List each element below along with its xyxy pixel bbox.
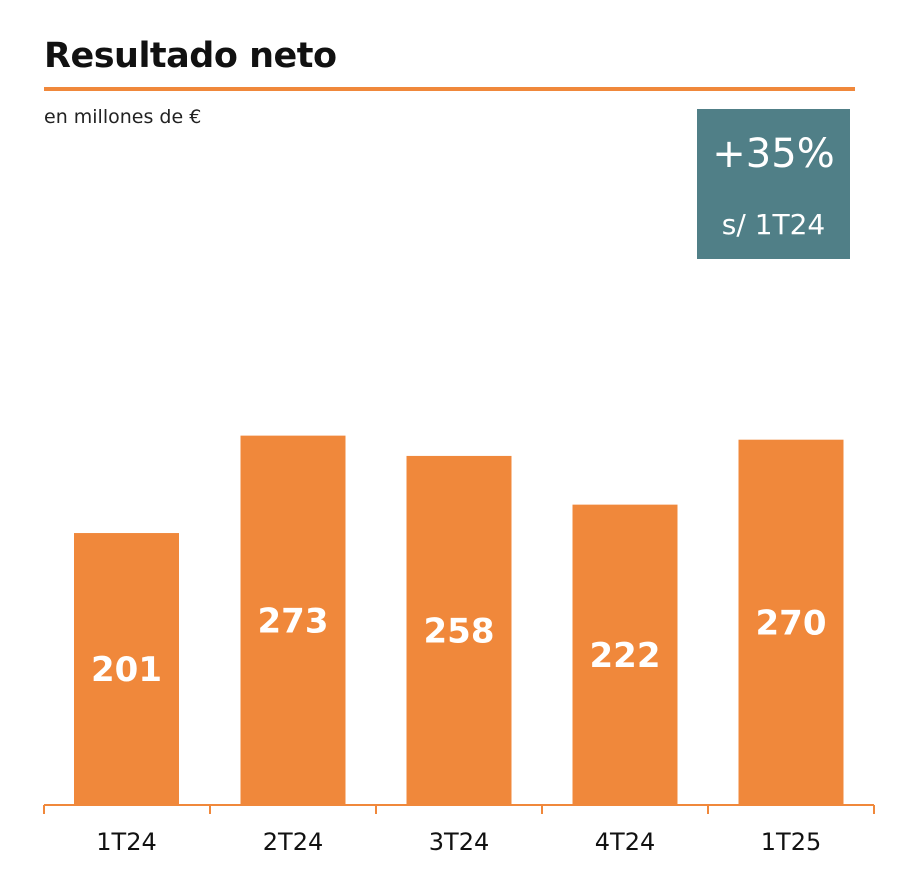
x-tick-label: 3T24 [429, 828, 489, 856]
data-label: 273 [258, 601, 329, 641]
growth-value: +35% [712, 131, 835, 177]
growth-callout: +35% s/ 1T24 [697, 109, 850, 259]
data-label: 270 [756, 603, 827, 643]
bar-4T24 [572, 504, 678, 805]
chart-subtitle: en millones de € [44, 106, 202, 128]
bar-1T25 [738, 439, 844, 805]
bar-1T24 [74, 533, 179, 805]
data-label: 258 [424, 611, 495, 651]
bar-3T24 [406, 455, 512, 805]
x-tick-label: 4T24 [595, 828, 655, 856]
chart-title: Resultado neto [44, 36, 337, 76]
bar-2T24 [240, 435, 346, 805]
growth-comparison: s/ 1T24 [721, 208, 826, 241]
title-underline [44, 87, 855, 91]
x-tick-label: 1T24 [96, 828, 156, 856]
x-tick-label: 1T25 [761, 828, 821, 856]
data-label: 222 [590, 636, 661, 676]
data-label: 201 [91, 650, 162, 690]
x-tick-label: 2T24 [263, 828, 323, 856]
